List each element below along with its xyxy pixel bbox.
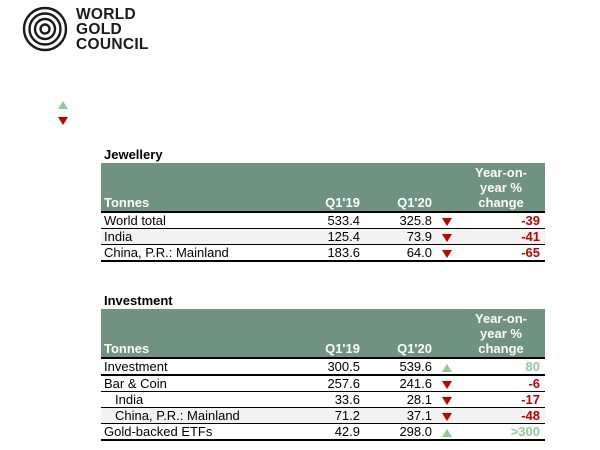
row-q1-19: 33.6 <box>291 391 363 408</box>
investment-title: Investment <box>104 293 173 308</box>
row-label: Bar & Coin <box>101 374 291 392</box>
down-arrow-icon <box>442 233 452 242</box>
down-arrow-icon <box>442 396 452 405</box>
row-change: -39 <box>459 211 545 229</box>
logo-line-3: COUNCIL <box>76 35 149 53</box>
row-label: Gold-backed ETFs <box>101 423 291 441</box>
table-row: Bar & Coin 257.6 241.6 -6 <box>101 374 545 392</box>
header-tonnes: Tonnes <box>104 195 150 210</box>
row-change: -65 <box>459 244 545 262</box>
table-row: World total 533.4 325.8 -39 <box>101 211 545 229</box>
jewellery-title: Jewellery <box>104 147 163 162</box>
row-label: India <box>101 391 291 408</box>
row-change: 80 <box>459 357 545 376</box>
down-arrow-icon <box>442 412 452 421</box>
down-arrow-icon <box>442 217 452 226</box>
logo-line-1: WORLD <box>76 5 137 23</box>
row-change: -41 <box>459 228 545 245</box>
row-q1-20: 325.8 <box>363 211 435 229</box>
row-q1-19: 300.5 <box>291 357 363 376</box>
up-arrow-icon <box>442 428 452 437</box>
row-q1-20: 37.1 <box>363 407 435 424</box>
header-yoy-change: Year-on- year % change <box>474 311 527 356</box>
row-q1-19: 71.2 <box>291 407 363 424</box>
world-gold-council-logo: WORLD GOLD COUNCIL <box>22 6 149 52</box>
table-row: India 33.6 28.1 -17 <box>101 391 545 408</box>
row-q1-19: 257.6 <box>291 374 363 392</box>
jewellery-table: Tonnes Q1'19 Q1'20 Year-on- year % chang… <box>101 163 545 262</box>
header-tonnes: Tonnes <box>104 341 150 356</box>
table-row: Investment 300.5 539.6 80 <box>101 357 545 376</box>
row-change: -17 <box>459 391 545 408</box>
logo-wordmark: WORLD GOLD COUNCIL <box>76 5 149 53</box>
row-change: -6 <box>459 374 545 392</box>
row-q1-19: 183.6 <box>291 244 363 262</box>
header-q1-19: Q1'19 <box>325 195 360 210</box>
header-yoy-change: Year-on- year % change <box>474 165 527 210</box>
down-arrow-icon <box>58 117 68 125</box>
table-row: China, P.R.: Mainland 183.6 64.0 -65 <box>101 244 545 262</box>
header-q1-20: Q1'20 <box>397 341 432 356</box>
row-q1-19: 42.9 <box>291 423 363 441</box>
row-change: >300 <box>459 423 545 441</box>
header-q1-19: Q1'19 <box>325 341 360 356</box>
header-q1-20: Q1'20 <box>397 195 432 210</box>
concentric-circles-icon <box>22 6 68 52</box>
investment-header-row: Tonnes Q1'19 Q1'20 Year-on- year % chang… <box>101 309 545 358</box>
jewellery-header-row: Tonnes Q1'19 Q1'20 Year-on- year % chang… <box>101 163 545 212</box>
down-arrow-icon <box>442 249 452 258</box>
logo-line-2: GOLD <box>76 20 122 38</box>
table-row: China, P.R.: Mainland 71.2 37.1 -48 <box>101 407 545 424</box>
row-label: Investment <box>101 357 291 376</box>
row-q1-19: 125.4 <box>291 228 363 245</box>
row-q1-20: 64.0 <box>363 244 435 262</box>
row-q1-19: 533.4 <box>291 211 363 229</box>
row-label: China, P.R.: Mainland <box>101 407 291 424</box>
investment-table: Tonnes Q1'19 Q1'20 Year-on- year % chang… <box>101 309 545 441</box>
up-arrow-icon <box>58 101 68 109</box>
table-row: Gold-backed ETFs 42.9 298.0 >300 <box>101 423 545 441</box>
row-q1-20: 298.0 <box>363 423 435 441</box>
table-row: India 125.4 73.9 -41 <box>101 228 545 245</box>
row-label: India <box>101 228 291 245</box>
up-arrow-icon <box>442 363 452 372</box>
row-q1-20: 73.9 <box>363 228 435 245</box>
row-q1-20: 28.1 <box>363 391 435 408</box>
row-q1-20: 539.6 <box>363 357 435 376</box>
row-q1-20: 241.6 <box>363 374 435 392</box>
row-label: World total <box>101 211 291 229</box>
row-label: China, P.R.: Mainland <box>101 244 291 262</box>
down-arrow-icon <box>442 380 452 389</box>
row-change: -48 <box>459 407 545 424</box>
